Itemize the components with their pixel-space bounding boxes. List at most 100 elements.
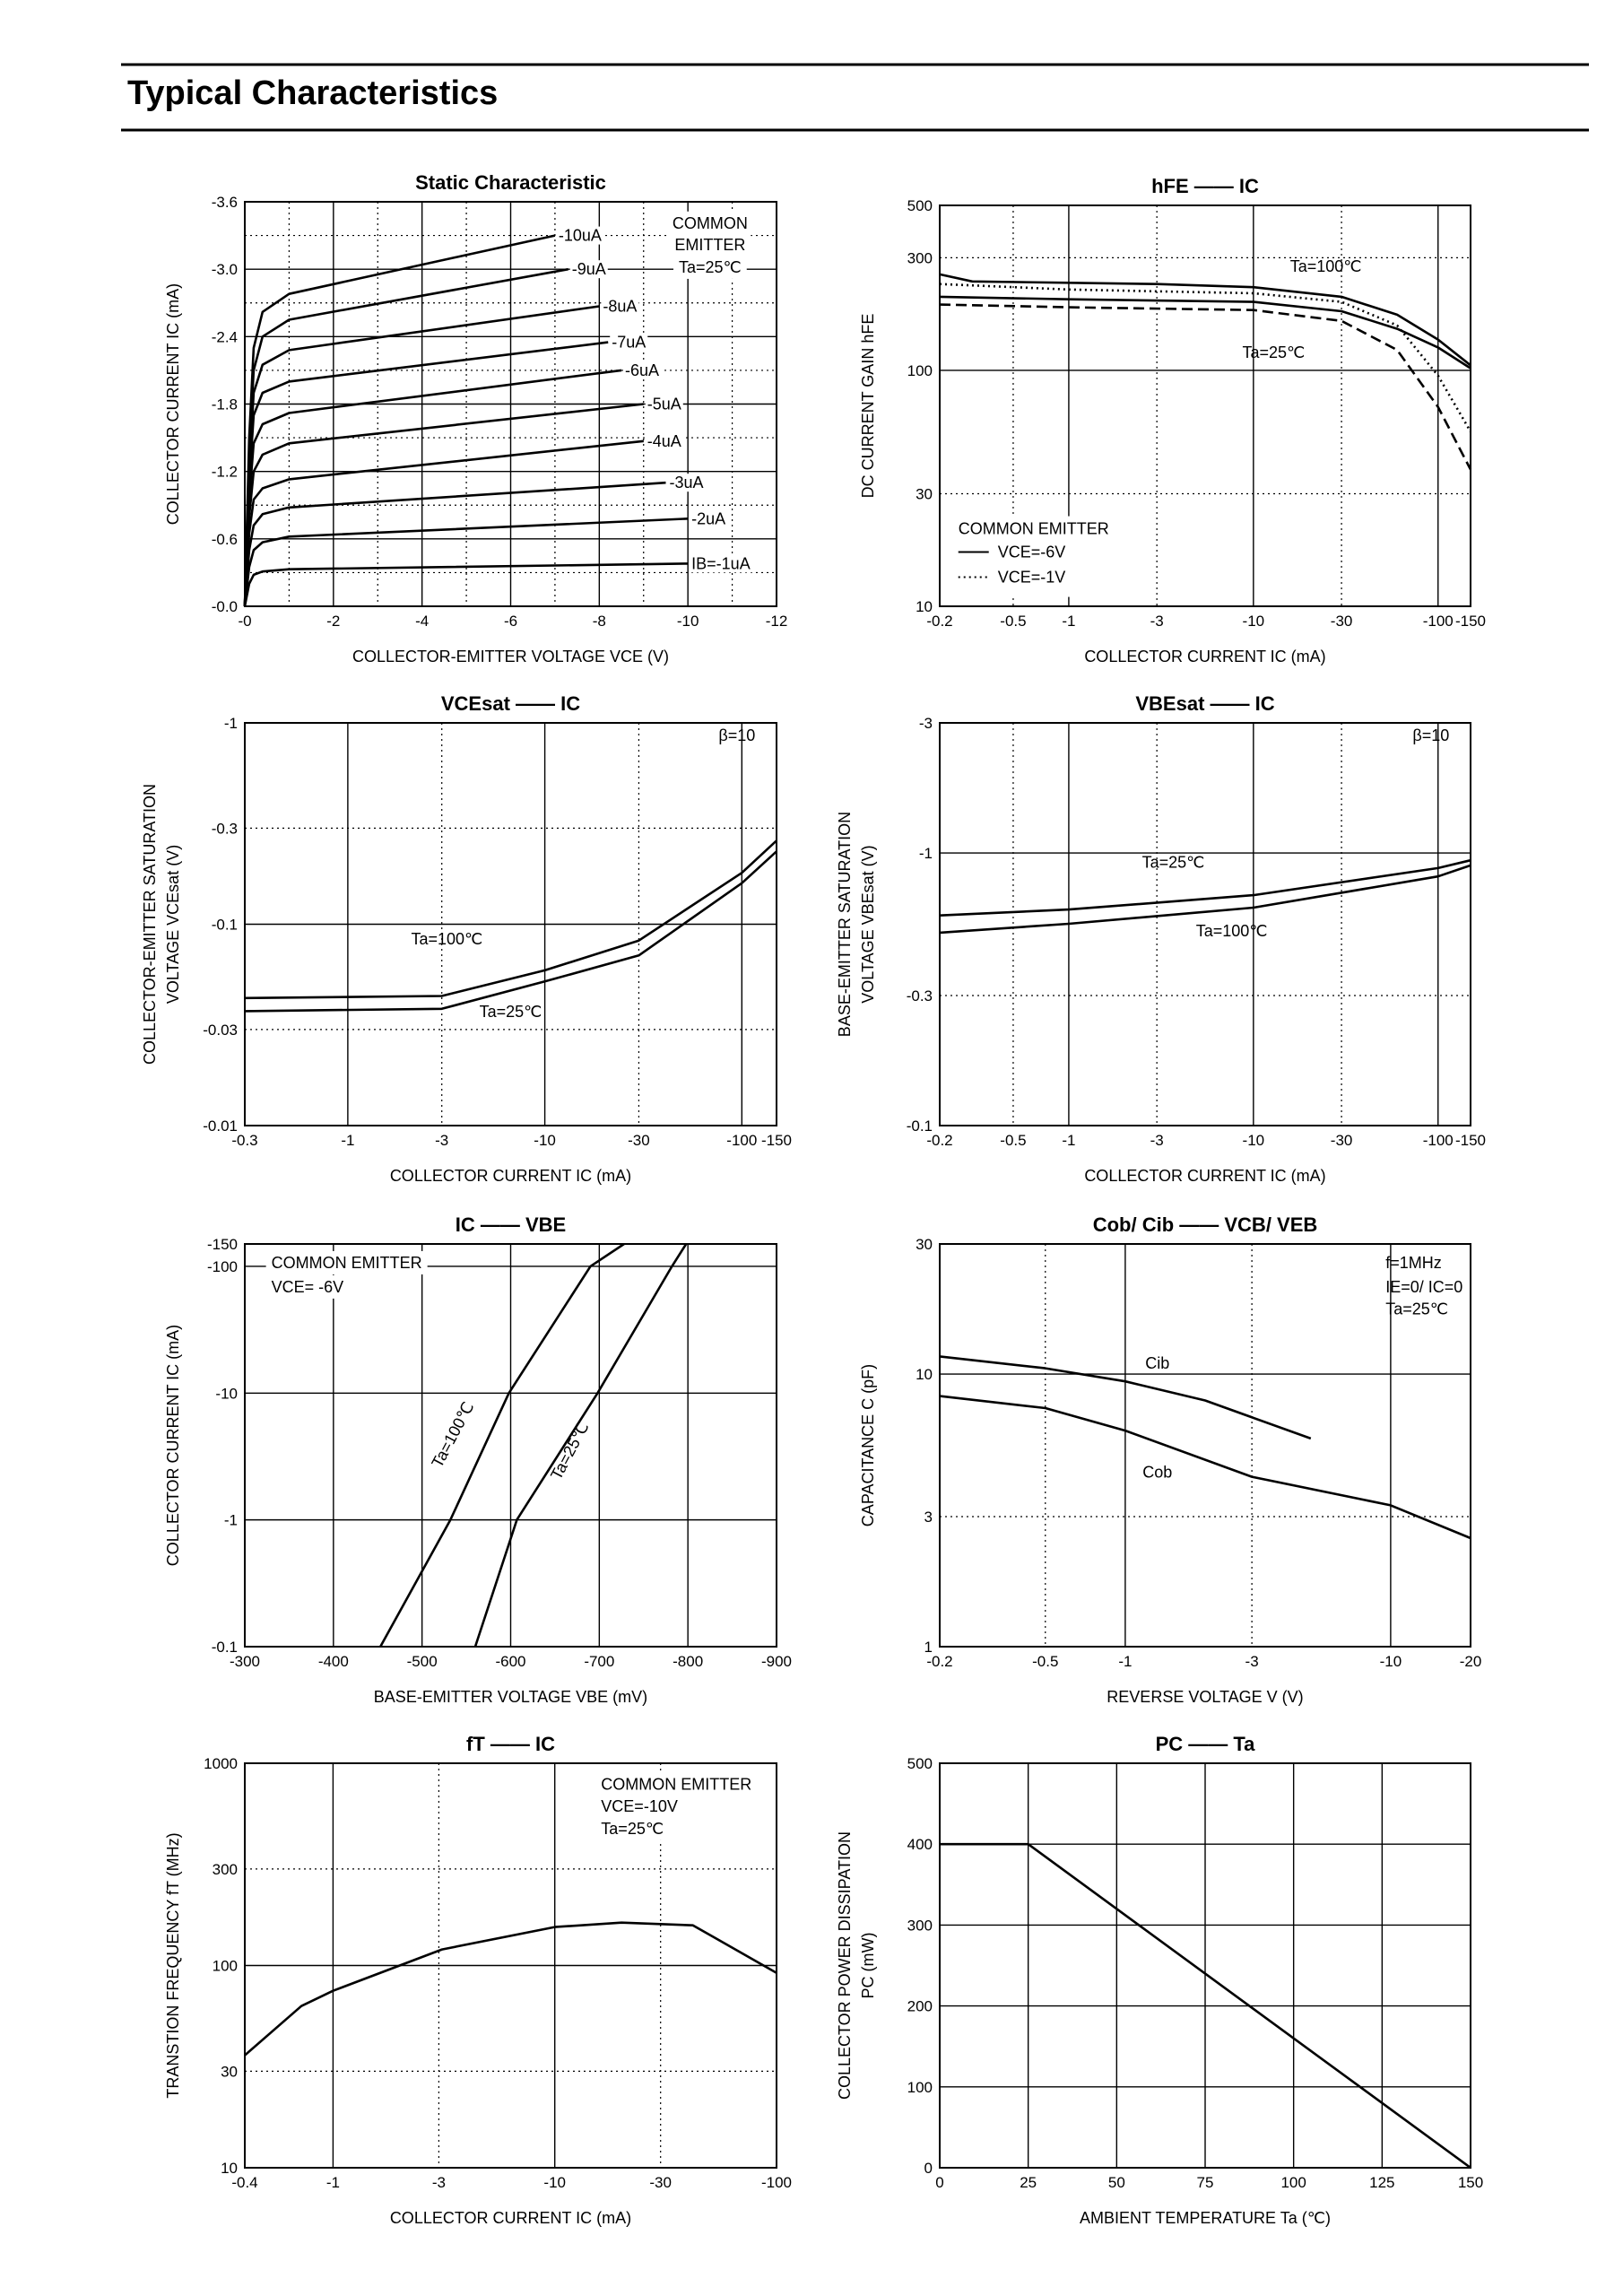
chart-title: Static Characteristic	[415, 171, 606, 194]
y-tick-label: 300	[907, 1917, 933, 1934]
curve-label: -9uA	[572, 260, 606, 278]
chart-title: Cob/ Cib —— VCB/ VEB	[1093, 1213, 1318, 1236]
x-tick-label: -800	[673, 1653, 703, 1670]
x-tick-label: -150	[1455, 1132, 1486, 1149]
x-tick-label: -3	[432, 2174, 446, 2191]
y-axis-label: TRANSTION FREQUENCY fT (MHz)	[164, 1832, 182, 2098]
x-tick-label: 75	[1197, 2174, 1214, 2191]
annotation-background	[265, 1274, 350, 1299]
x-tick-label: -30	[1331, 1132, 1353, 1149]
x-tick-label: -3	[1150, 613, 1164, 630]
y-tick-label: -0.03	[203, 1022, 238, 1039]
x-tick-label: -0.2	[926, 1653, 952, 1670]
x-axis-label: COLLECTOR CURRENT IC (mA)	[1084, 648, 1325, 665]
label-background	[645, 431, 683, 450]
label-background	[667, 474, 706, 492]
x-tick-label: -10	[534, 1132, 556, 1149]
x-tick-label: -1	[1118, 1653, 1132, 1670]
annotation: Ta=25℃	[679, 258, 742, 276]
x-tick-label: -100	[761, 2174, 792, 2191]
chart-title: IC —— VBE	[456, 1213, 566, 1236]
data-line	[473, 1243, 688, 1648]
annotation-background	[595, 1816, 670, 1840]
y-tick-label: -0.1	[212, 1639, 238, 1656]
x-tick-label: -700	[584, 1653, 614, 1670]
plot-frame	[939, 722, 1471, 1126]
legend-background	[952, 516, 1115, 597]
curve-label: Ta=25℃	[480, 1003, 542, 1021]
y-tick-label: -0.3	[907, 987, 933, 1004]
annotation: β=10	[718, 726, 755, 744]
data-line	[939, 1355, 1312, 1440]
x-tick-label: -30	[649, 2174, 672, 2191]
annotation-background	[673, 255, 747, 279]
y-tick-label: 100	[213, 1958, 238, 1975]
y-axis-label: COLLECTOR CURRENT IC (mA)	[164, 283, 182, 525]
y-tick-label: -0.6	[212, 531, 238, 548]
x-axis-label: COLLECTOR CURRENT IC (mA)	[390, 2209, 631, 2227]
y-tick-label: -10	[215, 1385, 238, 1402]
x-tick-label: -10	[677, 613, 699, 630]
data-line	[243, 562, 689, 607]
chart-title: fT —— IC	[466, 1733, 555, 1755]
plot-frame	[244, 1243, 777, 1648]
data-line	[244, 839, 777, 1000]
label-background	[623, 361, 662, 379]
label-background	[610, 333, 648, 352]
annotation-background	[595, 1772, 758, 1796]
y-tick-label: 200	[907, 1998, 933, 2015]
x-tick-label: -150	[1455, 613, 1486, 630]
chart-title: PC —— Ta	[1156, 1733, 1256, 1755]
x-axis-label: AMBIENT TEMPERATURE Ta (℃)	[1080, 2209, 1331, 2227]
y-tick-label: 300	[907, 249, 933, 266]
x-tick-label: 25	[1020, 2174, 1037, 2191]
x-axis-label: COLLECTOR CURRENT IC (mA)	[390, 1167, 631, 1185]
y-tick-label: -3	[919, 715, 933, 732]
chart: -0.3 -1 -3 -10 -30 -100 -150 -0.01 -0.03 -0.1 -0.3…	[141, 692, 792, 1185]
label-background	[690, 554, 752, 573]
curve-label: -7uA	[612, 334, 646, 352]
y-tick-label: -1.2	[212, 464, 238, 481]
x-tick-label: -0.2	[926, 1132, 952, 1149]
x-axis-label: BASE-EMITTER VOLTAGE VBE (mV)	[374, 1688, 647, 1706]
x-tick-label: -1	[341, 1132, 354, 1149]
chart-title: VBEsat —— IC	[1135, 692, 1274, 715]
y-tick-label: -150	[207, 1236, 238, 1253]
y-tick-label: -0.1	[907, 1118, 933, 1135]
label-background	[556, 226, 603, 245]
y-tick-label: 30	[916, 1236, 933, 1253]
y-tick-label: 400	[907, 1836, 933, 1853]
annotation: VCE=-10V	[601, 1797, 678, 1815]
annotation: IE=0/ IC=0	[1385, 1278, 1462, 1296]
annotation-background	[265, 1250, 428, 1274]
y-axis-label: CAPACITANCE C (pF)	[859, 1364, 877, 1526]
y-tick-label: 30	[221, 2063, 238, 2080]
annotation: VCE= -6V	[272, 1278, 344, 1296]
curve-label: Cib	[1145, 1354, 1169, 1372]
x-tick-label: -1	[326, 2174, 340, 2191]
y-axis-label: DC CURRENT GAIN hFE	[859, 314, 877, 499]
label-background	[601, 297, 639, 316]
y-axis-label: VOLTAGE VBEsat (V)	[859, 845, 877, 1003]
x-tick-label: -100	[726, 1132, 757, 1149]
data-line	[940, 1842, 1471, 2170]
x-tick-label: -0	[238, 613, 251, 630]
y-tick-label: 1	[924, 1639, 933, 1656]
annotation: Ta=25℃	[1242, 344, 1305, 361]
y-tick-label: -3.6	[212, 194, 238, 211]
y-tick-label: 100	[907, 2079, 933, 2096]
annotation-background	[666, 211, 753, 235]
y-tick-label: 10	[916, 1366, 933, 1383]
x-tick-label: -300	[230, 1653, 260, 1670]
legend-title: COMMON EMITTER	[959, 520, 1109, 538]
x-tick-label: -10	[1243, 1132, 1265, 1149]
x-tick-label: -400	[318, 1653, 349, 1670]
x-axis-label: COLLECTOR CURRENT IC (mA)	[1084, 1167, 1325, 1185]
annotation: Ta=100℃	[1290, 257, 1362, 275]
plot-frame	[244, 201, 777, 607]
x-tick-label: 100	[1280, 2174, 1306, 2191]
legend-label: VCE=-6V	[998, 544, 1066, 561]
curve-label: -6uA	[625, 361, 659, 379]
